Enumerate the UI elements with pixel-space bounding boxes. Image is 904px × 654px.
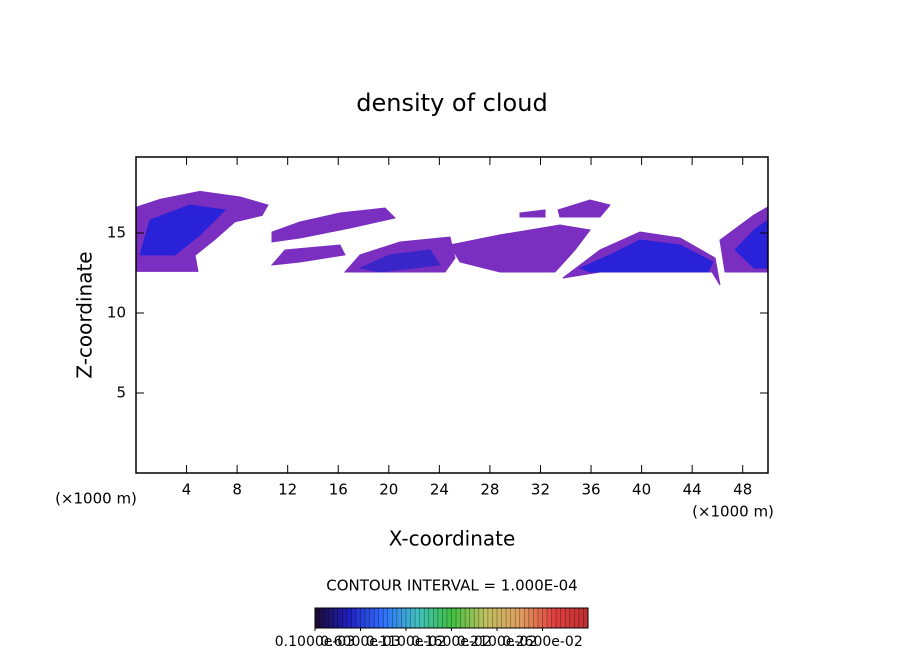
colorbar-cell <box>542 608 548 628</box>
colorbar-tick-label: 0.1100e-02 <box>366 634 446 650</box>
colorbar-cell <box>342 608 348 628</box>
x-unit-label: (×1000 m) <box>692 503 774 521</box>
colorbar-cell <box>324 608 329 628</box>
colorbar-cell <box>396 608 402 628</box>
colorbar-cell <box>437 608 443 628</box>
colorbar-cell <box>537 608 543 628</box>
colorbar-cell <box>442 608 448 628</box>
x-unit-label: (×1000 m) <box>55 490 137 508</box>
colorbar-cell <box>460 608 466 628</box>
colorbar-cell <box>533 608 539 628</box>
colorbar-cell <box>333 608 339 628</box>
cloud-region <box>139 204 227 256</box>
plot-frame <box>135 156 769 474</box>
x-tick-label: 4 <box>182 481 192 499</box>
x-tick-label: 44 <box>683 481 702 499</box>
colorbar-cell <box>337 608 343 628</box>
x-axis-label: X-coordinate <box>389 527 516 551</box>
colorbar-tick-label: 0.6000e-03 <box>320 634 400 650</box>
x-tick-label: 8 <box>232 481 242 499</box>
colorbar-tick-label: 0.1600e-02 <box>411 634 491 650</box>
colorbar-cell <box>378 608 384 628</box>
colorbar-cell <box>374 608 379 628</box>
colorbar-cell <box>419 608 425 628</box>
cloud-region <box>271 207 396 243</box>
x-tick-label: 32 <box>531 481 550 499</box>
cloud-region <box>519 209 546 218</box>
colorbar-cell <box>424 608 430 628</box>
colorbar-cell <box>547 608 552 628</box>
colorbar-cell <box>574 608 580 628</box>
colorbar-cell <box>510 608 516 628</box>
colorbar-cell <box>501 608 507 628</box>
y-tick-label: 10 <box>107 304 126 322</box>
colorbar-cell <box>355 608 361 628</box>
colorbar-cell <box>519 608 525 628</box>
colorbar-cell <box>401 608 407 628</box>
cloud-region <box>358 249 441 273</box>
colorbar-cell <box>556 608 561 628</box>
colorbar-cell <box>528 608 534 628</box>
y-axis-label: Z-coordinate <box>73 251 97 378</box>
colorbar-cell <box>483 608 489 628</box>
colorbar-cell <box>551 608 557 628</box>
x-tick-label: 12 <box>278 481 297 499</box>
colorbar-cell <box>387 608 393 628</box>
colorbar-cell <box>583 608 589 628</box>
cloud-region <box>578 239 714 273</box>
x-tick-label: 20 <box>379 481 398 499</box>
x-tick-label: 48 <box>733 481 752 499</box>
cloud-region <box>557 199 611 218</box>
colorbar-cell <box>578 608 584 628</box>
colorbar-tick-label: 0.2600e-02 <box>502 634 582 650</box>
colorbar-tick-label: 0.2100e-02 <box>457 634 537 650</box>
colorbar-cell <box>328 608 334 628</box>
colorbar-cell <box>428 608 434 628</box>
colorbar-cell <box>406 608 411 628</box>
colorbar-cell <box>315 608 320 628</box>
colorbar-cell <box>565 608 571 628</box>
x-tick-label: 16 <box>329 481 348 499</box>
colorbar-cell <box>360 608 366 628</box>
colorbar-cell <box>392 608 398 628</box>
colorbar-cell <box>433 608 439 628</box>
colorbar-cell <box>478 608 484 628</box>
colorbar-cell <box>415 608 420 628</box>
x-tick-label: 28 <box>480 481 499 499</box>
colorbar-cell <box>469 608 475 628</box>
chart-title: density of cloud <box>356 89 547 117</box>
colorbar-cell <box>383 608 389 628</box>
colorbar-cell <box>524 608 530 628</box>
colorbar-cell <box>365 608 370 628</box>
x-tick-label: 36 <box>581 481 600 499</box>
colorbar-cell <box>346 608 352 628</box>
colorbar-cell <box>465 608 470 628</box>
colorbar-cell <box>497 608 502 628</box>
colorbar-cell <box>515 608 521 628</box>
colorbar-cell <box>506 608 511 628</box>
cloud-region <box>449 224 591 273</box>
y-tick-label: 5 <box>116 384 126 402</box>
colorbar-cell <box>319 608 325 628</box>
colorbar-cell <box>410 608 416 628</box>
colorbar-cell <box>560 608 566 628</box>
colorbar-cell <box>369 608 375 628</box>
colorbar-cell <box>451 608 457 628</box>
x-tick-label: 24 <box>430 481 449 499</box>
contour-interval: CONTOUR INTERVAL = 1.000E-04 <box>326 577 577 595</box>
colorbar-cell <box>569 608 575 628</box>
x-tick-label: 40 <box>632 481 651 499</box>
colorbar-cell <box>474 608 480 628</box>
cloud-region <box>270 244 346 266</box>
colorbar-cell <box>456 608 461 628</box>
colorbar-cell <box>492 608 498 628</box>
colorbar-cell <box>487 608 493 628</box>
y-tick-label: 15 <box>107 224 126 242</box>
colorbar-cell <box>446 608 452 628</box>
colorbar-tick-label: 0.1000e-03 <box>275 634 355 650</box>
colorbar-cell <box>351 608 357 628</box>
